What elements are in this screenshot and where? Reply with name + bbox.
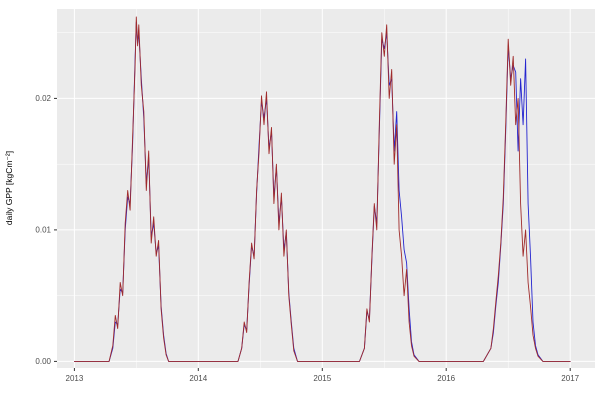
x-tick-label: 2015: [313, 374, 331, 383]
y-axis-title: daily GPP [kgCm⁻²]: [4, 151, 14, 225]
x-tick-label: 2016: [437, 374, 455, 383]
x-tick-label: 2013: [66, 374, 84, 383]
y-tick-label: 0.02: [35, 94, 51, 103]
x-tick-label: 2017: [561, 374, 579, 383]
y-tick-label: 0.00: [35, 357, 51, 366]
x-tick-label: 2014: [189, 374, 207, 383]
panel-background: [57, 9, 595, 368]
series-line-darkred: [73, 16, 571, 362]
y-tick-label: 0.01: [35, 225, 51, 234]
